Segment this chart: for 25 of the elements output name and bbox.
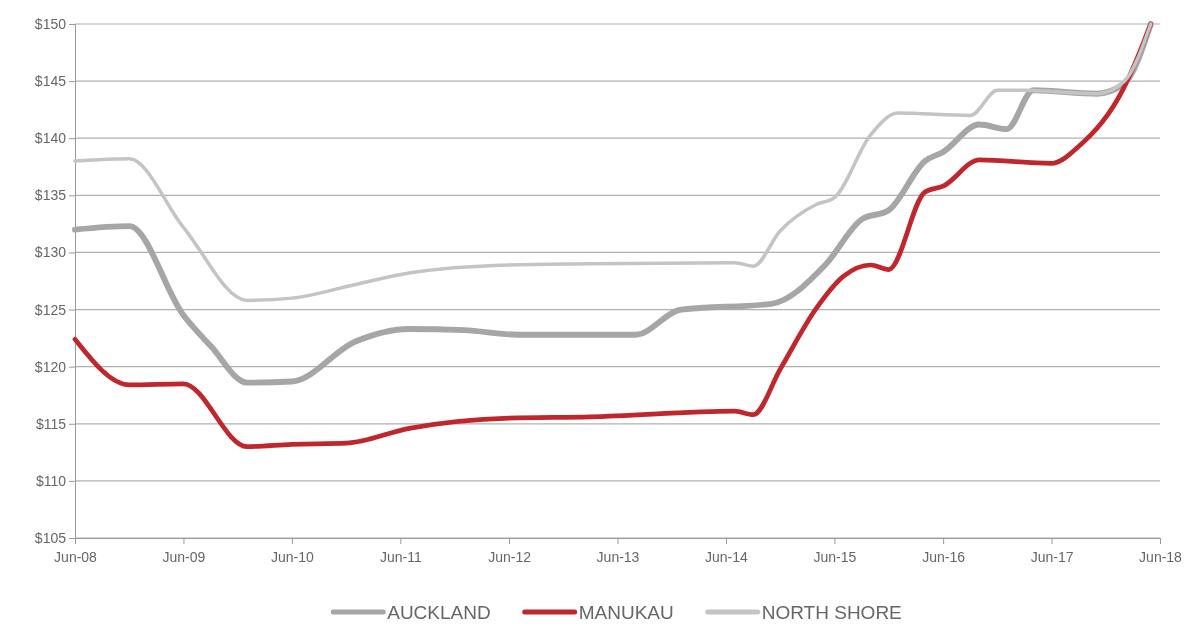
x-tick-label: Jun-08 [54,549,98,566]
y-tick-label: $115 [35,415,67,432]
y-tick-label: $110 [35,472,67,489]
y-tick-label: $130 [34,244,67,261]
legend-label: NORTH SHORE [761,601,902,623]
y-tick-label: $105 [34,529,67,546]
x-tick-label: Jun-14 [705,549,749,566]
line-series [73,22,1153,303]
x-tick-label: Jun-09 [162,549,206,566]
x-tick-label: Jun-16 [922,549,966,566]
y-tick-label: $140 [34,130,67,147]
x-tick-label: Jun-18 [1139,549,1183,566]
x-tick-label: Jun-15 [813,549,857,566]
y-tick-label: $145 [34,73,67,90]
y-tick-label: $125 [34,301,67,318]
legend-label: AUCKLAND [387,601,491,623]
y-tick-label: $135 [34,187,67,204]
legend-label: MANUKAU [578,601,674,623]
y-tick-label: $150 [34,15,67,32]
x-tick-label: Jun-17 [1030,549,1074,566]
x-tick-label: Jun-11 [379,549,422,566]
x-tick-label: Jun-10 [270,549,314,566]
x-tick-label: Jun-12 [488,549,532,566]
y-tick-label: $120 [34,358,67,375]
x-tick-label: Jun-13 [596,549,640,566]
